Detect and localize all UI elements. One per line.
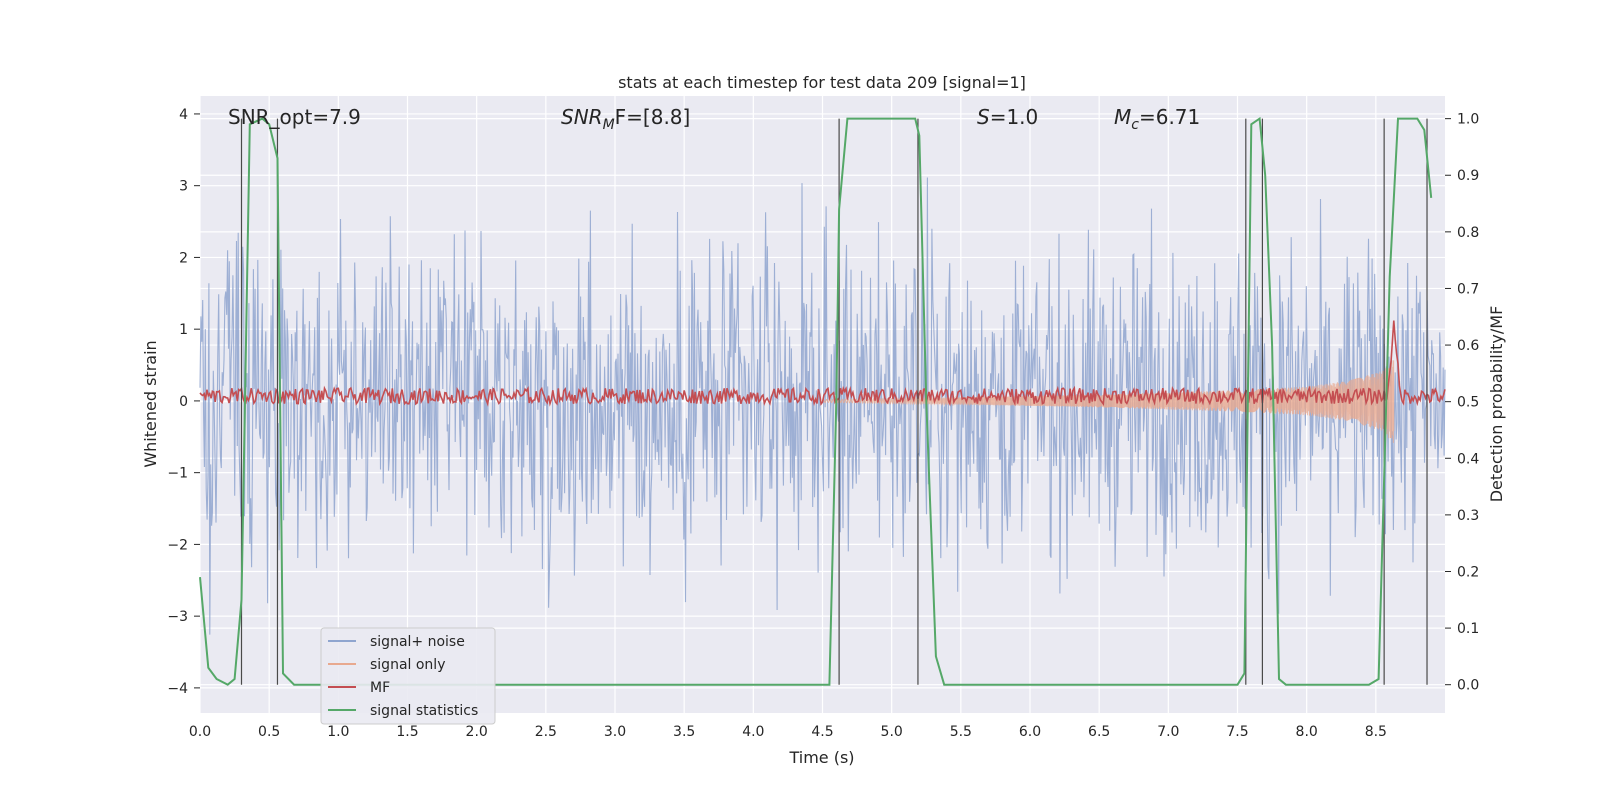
y-tick-label: −3 bbox=[167, 609, 188, 625]
annotation-snr-mf-sub: M bbox=[603, 117, 615, 133]
y-tick-label: 0 bbox=[179, 394, 188, 410]
x-tick-label: 5.5 bbox=[950, 724, 972, 740]
y-right-tick-label: 0.8 bbox=[1457, 225, 1479, 241]
x-tick-label: 4.5 bbox=[811, 724, 833, 740]
x-tick-label: 2.0 bbox=[466, 724, 488, 740]
y-tick-label: −4 bbox=[167, 681, 188, 697]
y-tick-label: 4 bbox=[179, 107, 188, 123]
x-tick-label: 8.5 bbox=[1365, 724, 1387, 740]
series-signal-statistics bbox=[199, 116, 1433, 686]
ticks: 0.0 0.5 1.0 1.5 2.0 2.5 3.0 3.5 4.0 4.5 5.0 5.5 6.0 6… bbox=[167, 107, 1479, 740]
legend: signal+ noise signal only MF signal stat… bbox=[320, 627, 496, 725]
x-tick-label: 3.5 bbox=[673, 724, 695, 740]
y-tick-label: 3 bbox=[179, 179, 188, 195]
legend-label-signal-statistics: signal statistics bbox=[370, 703, 478, 719]
x-tick-label: 5.0 bbox=[881, 724, 903, 740]
x-tick-label: 1.0 bbox=[327, 724, 349, 740]
legend-label-mf: MF bbox=[370, 680, 390, 696]
annotation-s: S=1.0 bbox=[977, 105, 1038, 129]
y-tick-label: −2 bbox=[167, 537, 188, 553]
series-mf-line bbox=[199, 320, 1446, 407]
annotation-s-main: S bbox=[977, 105, 990, 129]
y-axis-label: Whitened strain bbox=[141, 340, 160, 467]
series-signal-noise bbox=[199, 177, 1446, 635]
x-tick-label: 1.5 bbox=[396, 724, 418, 740]
chart-title: stats at each timestep for test data 209… bbox=[618, 73, 1026, 92]
x-tick-label: 0.5 bbox=[258, 724, 280, 740]
x-tick-label: 0.0 bbox=[189, 724, 211, 740]
annotation-mc: Mc=6.71 bbox=[1114, 105, 1200, 133]
series-signal-noise-line bbox=[199, 177, 1446, 635]
y-tick-label: 1 bbox=[179, 322, 188, 338]
annotation-snr-mf-rest: F=[8.8] bbox=[615, 105, 691, 129]
legend-label-signal-noise: signal+ noise bbox=[370, 634, 465, 650]
x-tick-label: 7.0 bbox=[1157, 724, 1179, 740]
x-tick-label: 8.0 bbox=[1296, 724, 1318, 740]
y-right-tick-label: 1.0 bbox=[1457, 112, 1479, 128]
x-tick-label: 7.5 bbox=[1226, 724, 1248, 740]
y-right-tick-label: 0.5 bbox=[1457, 395, 1479, 411]
x-tick-label: 3.0 bbox=[604, 724, 626, 740]
legend-box bbox=[320, 627, 496, 725]
x-tick-label: 4.0 bbox=[742, 724, 764, 740]
y-right-tick-label: 0.7 bbox=[1457, 281, 1479, 297]
series-mf bbox=[199, 320, 1446, 407]
y-right-tick-label: 0.0 bbox=[1457, 678, 1479, 694]
x-tick-label: 2.5 bbox=[535, 724, 557, 740]
y-right-tick-label: 0.3 bbox=[1457, 508, 1479, 524]
y-right-axis-label: Detection probability/MF bbox=[1487, 306, 1506, 503]
y-right-tick-label: 0.4 bbox=[1457, 451, 1479, 467]
y-right-tick-label: 0.6 bbox=[1457, 338, 1479, 354]
grid bbox=[199, 96, 1445, 713]
y-tick-label: −1 bbox=[167, 466, 188, 482]
series-signal-statistics-line bbox=[199, 116, 1433, 686]
y-tick-label: 2 bbox=[179, 250, 188, 266]
annotation-snr-opt: SNR_opt=7.9 bbox=[228, 105, 361, 129]
y-right-tick-label: 0.9 bbox=[1457, 168, 1479, 184]
annotation-snr-mf: SNRMF=[8.8] bbox=[561, 105, 690, 133]
y-right-tick-label: 0.1 bbox=[1457, 621, 1479, 637]
annotation-mc-rest: =6.71 bbox=[1139, 105, 1200, 129]
y-right-tick-label: 0.2 bbox=[1457, 564, 1479, 580]
x-tick-label: 6.0 bbox=[1019, 724, 1041, 740]
annotation-snr-mf-main: SNR bbox=[561, 105, 603, 129]
annotation-mc-sub: c bbox=[1131, 117, 1139, 133]
x-axis-label: Time (s) bbox=[788, 748, 854, 767]
annotation-mc-main: M bbox=[1114, 105, 1131, 129]
annotation-s-rest: =1.0 bbox=[990, 105, 1039, 129]
legend-label-signal-only: signal only bbox=[370, 657, 445, 673]
x-tick-label: 6.5 bbox=[1088, 724, 1110, 740]
